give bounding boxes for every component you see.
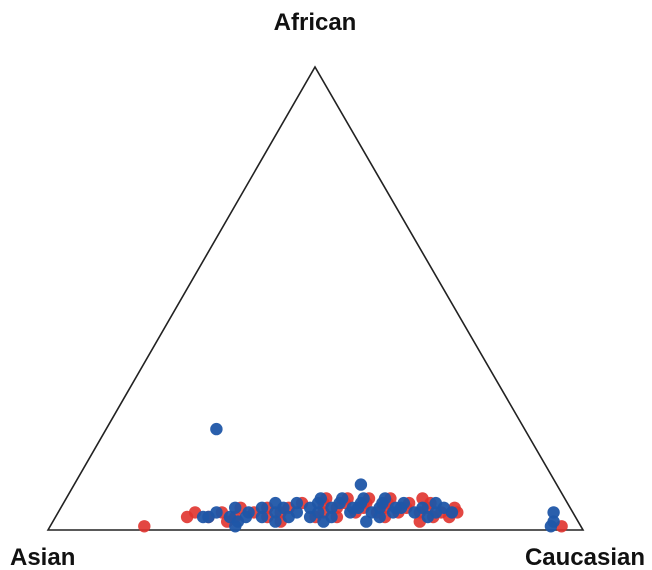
data-point-series-2-26 — [255, 501, 269, 514]
data-point-series-2-21 — [336, 492, 349, 505]
data-point-series-2-27 — [255, 510, 269, 524]
data-point-series-2-39 — [389, 501, 402, 514]
data-point-series-2-41 — [303, 501, 317, 514]
data-point-series-2-43 — [269, 496, 282, 510]
data-point-series-2-38 — [445, 506, 459, 519]
data-point-series-2-25 — [314, 492, 327, 505]
series-2 — [196, 422, 560, 533]
data-point-series-2-55 — [229, 520, 242, 533]
data-point-series-2-19 — [378, 492, 392, 505]
data-point-series-2-36 — [421, 510, 434, 524]
data-point-series-2-24 — [269, 506, 282, 519]
vertex-label-left: Asian — [10, 544, 75, 570]
data-points-layer — [138, 422, 568, 533]
data-point-series-2-48 — [282, 510, 295, 524]
data-point-series-2-46 — [360, 515, 373, 528]
data-point-series-2-47 — [317, 515, 330, 528]
data-point-series-1-34 — [180, 510, 194, 524]
vertex-label-top: African — [274, 9, 357, 36]
data-point-series-2-54 — [202, 510, 215, 524]
data-point-series-2-17 — [303, 510, 317, 524]
data-point-series-2-40 — [346, 501, 360, 514]
data-point-series-2-33 — [269, 515, 282, 528]
vertex-label-right: Caucasian — [525, 544, 645, 570]
data-point-series-2-4 — [408, 506, 421, 519]
data-point-series-2-29 — [229, 501, 242, 514]
data-point-series-2-49 — [210, 422, 223, 436]
data-point-series-2-37 — [429, 496, 442, 510]
data-point-series-1-45 — [138, 520, 151, 533]
data-point-series-2-22 — [290, 496, 303, 510]
data-point-series-2-53 — [544, 520, 558, 533]
data-point-series-2-15 — [325, 501, 338, 514]
data-point-series-2-35 — [373, 510, 386, 524]
data-point-series-2-51 — [547, 506, 560, 519]
ternary-triangle-outline — [46, 65, 585, 531]
data-point-series-2-20 — [357, 492, 370, 505]
data-point-series-2-50 — [354, 478, 368, 491]
